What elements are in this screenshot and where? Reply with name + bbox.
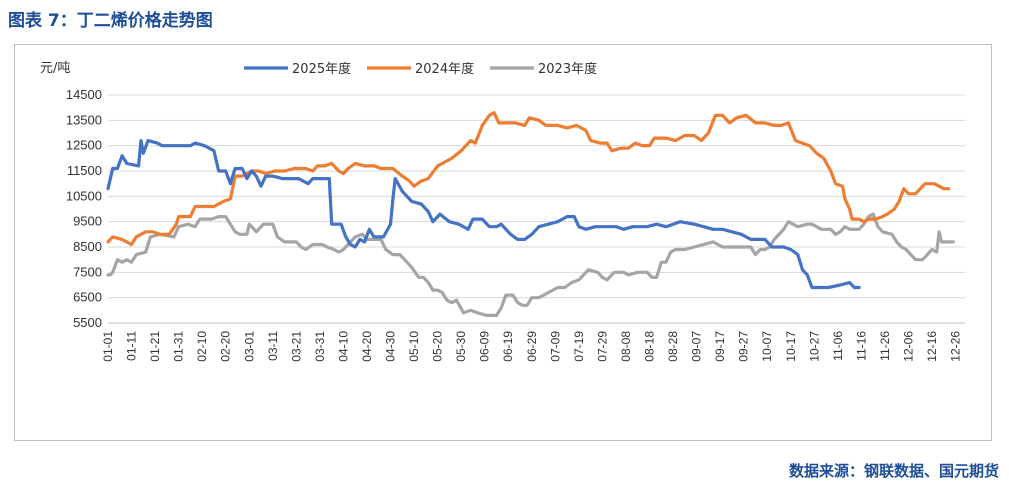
x-tick-label: 01-01: [101, 331, 115, 362]
y-axis-ticks: 5500 6500 7500 8500 9500 10500 11500 12500 13500…: [66, 87, 102, 330]
x-tick-label: 03-31: [313, 331, 327, 362]
x-tick-label: 02-10: [195, 331, 209, 362]
y-tick-label: 7500: [73, 264, 102, 279]
gridlines: [108, 94, 965, 324]
x-tick-label: 07-09: [548, 331, 562, 362]
series-line: [106, 111, 951, 247]
y-tick-label: 10500: [66, 188, 102, 203]
x-tick-label: 03-01: [242, 331, 256, 362]
x-tick-label: 01-11: [125, 331, 139, 361]
x-tick-label: 04-20: [360, 331, 374, 362]
legend: 2025年度 2024年度 2023年度: [244, 61, 597, 77]
x-tick-label: 06-19: [501, 331, 515, 362]
x-tick-label: 01-21: [148, 331, 162, 362]
x-tick-label: 01-31: [172, 331, 186, 362]
x-tick-label: 07-19: [572, 331, 586, 362]
x-tick-label: 07-29: [595, 331, 609, 362]
x-axis-ticks: 01-01 01-11 01-21 01-31 02-10 02-20 03-01 03-11…: [101, 331, 963, 362]
x-tick-label: 03-21: [289, 331, 303, 362]
x-tick-label: 05-10: [407, 331, 421, 362]
x-tick-label: 06-09: [478, 331, 492, 362]
series-lines: [106, 111, 955, 317]
figure-title: 图表 7：丁二烯价格走势图: [8, 11, 213, 31]
x-tick-label: 08-18: [643, 331, 657, 362]
legend-label: 2024年度: [415, 61, 474, 77]
x-tick-label: 03-11: [266, 331, 280, 361]
x-tick-label: 04-30: [384, 331, 398, 362]
x-tick-label: 10-07: [760, 331, 774, 362]
x-tick-label: 09-17: [713, 331, 727, 362]
x-tick-label: 08-28: [666, 331, 680, 362]
legend-label: 2023年度: [538, 61, 597, 77]
y-tick-label: 13500: [66, 112, 102, 127]
y-tick-label: 14500: [66, 87, 102, 102]
series-line: [106, 139, 861, 290]
x-tick-label: 12-16: [925, 331, 939, 362]
y-tick-label: 9500: [73, 214, 102, 229]
x-tick-label: 09-07: [690, 331, 704, 362]
y-tick-label: 5500: [73, 315, 102, 330]
y-tick-label: 8500: [73, 239, 102, 254]
legend-label: 2025年度: [292, 61, 351, 77]
chart-frame: [14, 44, 992, 441]
x-tick-label: 10-17: [784, 331, 798, 362]
x-tick-label: 04-10: [336, 331, 350, 362]
series-line: [106, 212, 955, 317]
x-tick-label: 06-29: [525, 331, 539, 362]
y-tick-label: 11500: [67, 163, 102, 178]
x-tick-label: 08-08: [619, 331, 633, 362]
x-tick-label: 11-16: [854, 331, 868, 361]
source-note: 数据来源：钢联数据、国元期货: [788, 462, 999, 480]
y-axis-unit-label: 元/吨: [40, 61, 70, 76]
x-tick-label: 12-26: [949, 331, 963, 362]
x-tick-label: 11-26: [878, 331, 892, 361]
x-tick-label: 09-27: [737, 331, 751, 362]
x-tick-label: 02-20: [219, 331, 233, 362]
y-tick-label: 6500: [73, 290, 102, 305]
x-tick-label: 10-27: [807, 331, 821, 362]
x-tick-label: 05-20: [431, 331, 445, 362]
x-tick-label: 05-30: [454, 331, 468, 362]
x-tick-label: 12-06: [901, 331, 915, 362]
x-tick-label: 11-06: [831, 331, 845, 361]
y-tick-label: 12500: [66, 138, 102, 153]
